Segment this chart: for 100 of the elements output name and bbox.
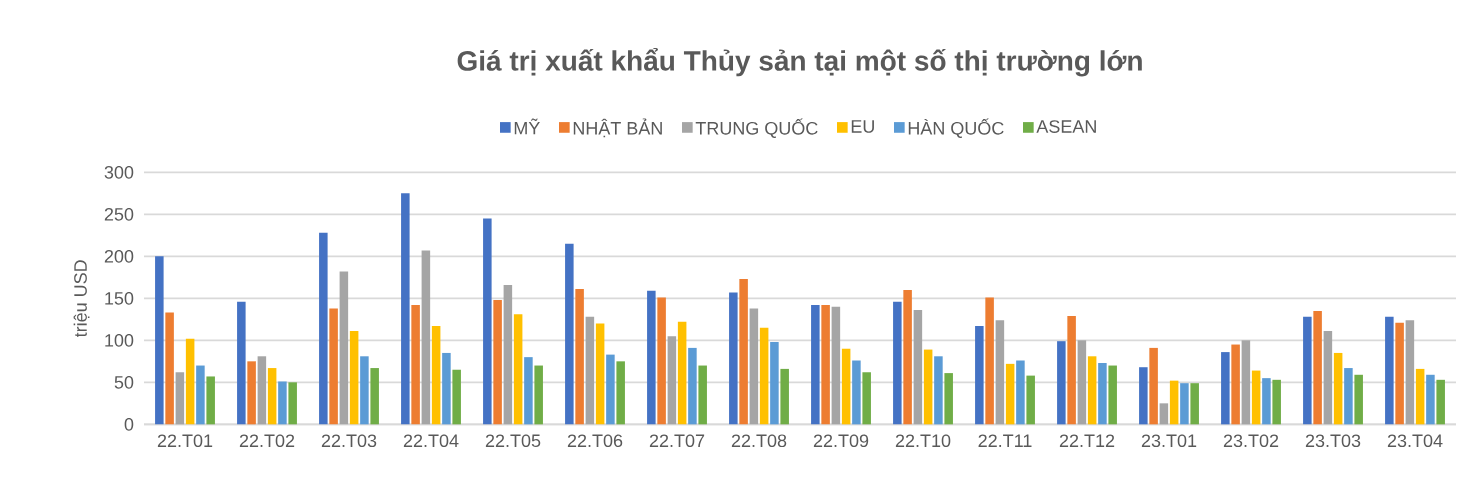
bar	[1190, 383, 1199, 425]
bar	[811, 305, 820, 425]
legend-label: HÀN QUỐC	[908, 118, 1004, 138]
bar	[534, 365, 543, 425]
bar	[852, 360, 861, 425]
bar	[431, 326, 441, 425]
bar	[278, 381, 287, 425]
x-tick-label: 22.T06	[567, 434, 623, 448]
bar	[1149, 347, 1158, 425]
bar	[934, 356, 943, 425]
legend-label: NHẬT BẢN	[573, 118, 662, 138]
bar	[513, 314, 523, 425]
bar	[1426, 374, 1435, 425]
bar	[1098, 363, 1107, 425]
bar	[565, 243, 574, 425]
bar	[985, 297, 994, 425]
bar	[237, 301, 246, 425]
bar	[267, 368, 277, 425]
bar	[585, 316, 595, 425]
bar	[1077, 340, 1087, 425]
x-tick-label: 22.T01	[157, 434, 213, 448]
bar	[923, 349, 933, 425]
x-tick-label: 22.T10	[895, 434, 951, 448]
bar	[893, 301, 902, 425]
bar	[319, 232, 328, 425]
bar	[975, 326, 984, 425]
bar	[606, 354, 615, 425]
bar	[185, 338, 195, 425]
legend-label: TRUNG QUỐC	[695, 118, 818, 138]
x-tick-label: 22.T11	[978, 434, 1032, 447]
bar	[1333, 352, 1343, 425]
bar	[1067, 315, 1076, 425]
bar	[1057, 341, 1066, 425]
bar	[442, 352, 451, 425]
bar	[831, 306, 841, 425]
bar	[677, 321, 687, 425]
bar	[247, 361, 256, 425]
bar	[739, 279, 748, 425]
bar	[483, 218, 492, 425]
x-tick-label: 22.T05	[485, 434, 541, 448]
legend-label: MỸ	[514, 118, 540, 135]
bar	[759, 327, 769, 425]
bar	[1016, 360, 1025, 425]
x-tick-label: 23.T03	[1305, 434, 1361, 448]
bar	[1026, 375, 1035, 425]
bar	[770, 342, 779, 425]
x-tick-label: 22.T09	[813, 434, 869, 448]
bar	[1395, 322, 1404, 425]
bar	[688, 347, 697, 425]
bar	[1323, 331, 1333, 425]
y-tick-label: 150	[105, 291, 134, 305]
bar	[288, 382, 297, 425]
x-tick-label: 22.T02	[239, 434, 295, 448]
bar	[1108, 365, 1117, 425]
y-tick-label: 0	[124, 417, 134, 431]
y-tick-label: 250	[104, 207, 134, 221]
bar	[1313, 310, 1322, 425]
bar	[862, 372, 871, 425]
bar	[421, 250, 431, 425]
x-tick-label: 22.T07	[649, 434, 705, 448]
bar	[401, 193, 410, 425]
chart-title: Giá trị xuất khẩu Thủy sản tại một số thị trường lớn	[457, 47, 1142, 77]
y-tick-label: 200	[104, 249, 134, 263]
bar	[360, 356, 369, 425]
bar	[493, 300, 502, 425]
bar	[1262, 378, 1271, 425]
bar	[175, 372, 185, 425]
bar	[1415, 368, 1425, 425]
bar	[370, 368, 379, 425]
bar	[1231, 344, 1240, 425]
bar	[1005, 363, 1015, 425]
bar	[657, 297, 666, 425]
bar	[155, 256, 164, 425]
bar	[1221, 352, 1230, 425]
bar	[349, 331, 359, 425]
bar	[1087, 356, 1097, 425]
bar	[841, 348, 851, 425]
x-tick-label: 22.T08	[731, 434, 787, 448]
bar	[1139, 367, 1148, 425]
bar	[667, 336, 677, 425]
bar	[524, 357, 533, 425]
bar	[1180, 383, 1189, 425]
y-tick-label: 100	[105, 333, 134, 347]
y-tick-label: 300	[104, 165, 134, 179]
bar	[1159, 403, 1169, 425]
bar	[1405, 320, 1415, 425]
legend-label: ASEAN	[1036, 120, 1096, 133]
bar	[749, 308, 759, 425]
bar	[257, 356, 267, 425]
bar	[329, 308, 338, 425]
x-tick-label: 23.T02	[1223, 434, 1279, 448]
x-tick-label: 22.T03	[321, 434, 377, 448]
bar	[206, 376, 215, 425]
x-tick-label: 23.T01	[1141, 434, 1197, 448]
bar	[1241, 340, 1251, 425]
bar	[698, 365, 707, 425]
bar	[503, 284, 513, 425]
bar	[575, 289, 584, 425]
bar	[913, 310, 923, 425]
bar	[1344, 368, 1353, 425]
